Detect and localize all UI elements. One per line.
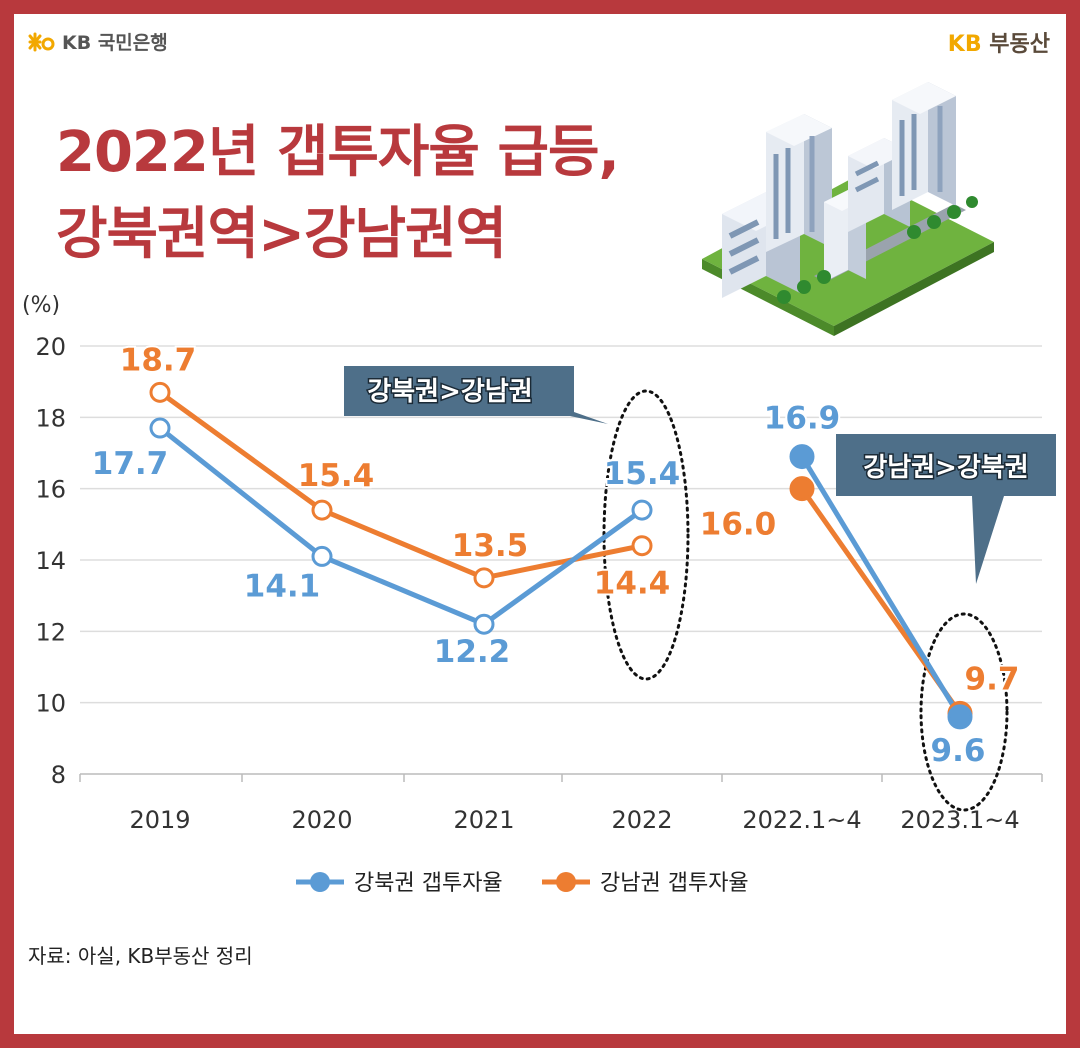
data-point: [631, 499, 653, 521]
chart-series: [149, 381, 973, 730]
data-label: 9.7: [965, 661, 1020, 697]
data-label: 18.7: [120, 342, 197, 378]
legend-marker: [310, 872, 330, 892]
data-point: [149, 381, 171, 403]
series-line: [799, 455, 963, 719]
data-point: [311, 499, 333, 521]
data-label: 17.7: [92, 446, 169, 482]
data-label: 14.4: [594, 566, 671, 602]
line-chart: (%) 8 10 12 14 16 18 20 2019 2020 2021 2022 2022.1…: [22, 82, 1056, 896]
data-label: 14.1: [244, 568, 321, 604]
kb-star-icon: [28, 32, 55, 51]
kb-brand-name: 부동산: [989, 32, 1050, 57]
data-label: 15.4: [604, 456, 681, 492]
x-tick-label: 2019: [129, 806, 190, 834]
y-tick-label: 12: [35, 618, 66, 646]
y-tick-label: 14: [35, 547, 66, 575]
legend-label: 강북권 갭투자율: [354, 871, 503, 896]
data-label: 12.2: [434, 634, 511, 670]
y-tick-label: 8: [51, 761, 66, 789]
y-tick-label: 20: [35, 333, 66, 361]
y-tick-label: 10: [35, 690, 66, 718]
x-tick-label: 2021: [453, 806, 514, 834]
callout-text-2: 강남권>강북권: [863, 453, 1028, 483]
series-line: [158, 426, 644, 627]
y-tick-label: 16: [35, 476, 66, 504]
x-tick-label: 2020: [291, 806, 352, 834]
y-axis-ticks: 8 10 12 14 16 18 20: [35, 333, 66, 789]
data-point: [789, 444, 815, 470]
kb-brand-mark: KB: [947, 32, 982, 57]
chart-legend: 강북권 갭투자율 강남권 갭투자율: [296, 871, 749, 896]
series-line: [158, 390, 643, 581]
x-tick-label: 2022.1~4: [742, 806, 861, 834]
dotted-ellipse-2023: [919, 612, 1009, 812]
data-label: 13.5: [452, 528, 529, 564]
kb-bank-logo-text: KB 국민은행: [62, 32, 168, 54]
title-line-2: 강북권역>강남권역: [56, 202, 507, 267]
data-point: [789, 476, 815, 502]
chart-data-labels: 17.7 14.1 12.2 15.4 16.9 9.6 18.7 15.4 13.5 14.4 1…: [90, 340, 1022, 771]
callout-text-1: 강북권>강남권: [367, 377, 532, 407]
data-point: [631, 535, 653, 557]
buildings-illustration: [702, 82, 994, 336]
data-point: [149, 417, 171, 439]
page-title: 2022년 갭투자율 급등, 강북권역>강남권역: [56, 112, 620, 276]
callout-box-1: [344, 366, 608, 424]
legend-label: 강남권 갭투자율: [600, 871, 749, 896]
x-tick-label: 2022: [611, 806, 672, 834]
title-line-1: 2022년 갭투자율 급등,: [56, 120, 620, 185]
data-point: [473, 567, 495, 589]
kb-bank-logo: KB 국민은행: [26, 28, 168, 55]
data-point: [311, 545, 333, 567]
kb-realestate-logo: KB 부동산: [948, 26, 1050, 58]
data-point: [473, 613, 495, 635]
y-axis-unit: (%): [22, 293, 60, 318]
dotted-ellipse-2022: [602, 389, 690, 681]
card-frame: KB 국민은행 KB 부동산 2022년 갭투자율 급등, 강북권역>강남권역: [14, 14, 1066, 1034]
legend-marker: [556, 872, 576, 892]
x-axis: 2019 2020 2021 2022 2022.1~4 2023.1~4: [79, 774, 1043, 834]
data-label: 16.9: [764, 401, 841, 437]
callout-box-2: [836, 434, 1056, 584]
source-note: 자료: 아실, KB부동산 정리: [28, 944, 253, 968]
y-tick-label: 18: [35, 404, 66, 432]
data-label: 9.6: [931, 733, 986, 769]
data-label: 16.0: [700, 507, 777, 543]
data-point: [947, 704, 973, 730]
data-label: 15.4: [298, 458, 375, 494]
